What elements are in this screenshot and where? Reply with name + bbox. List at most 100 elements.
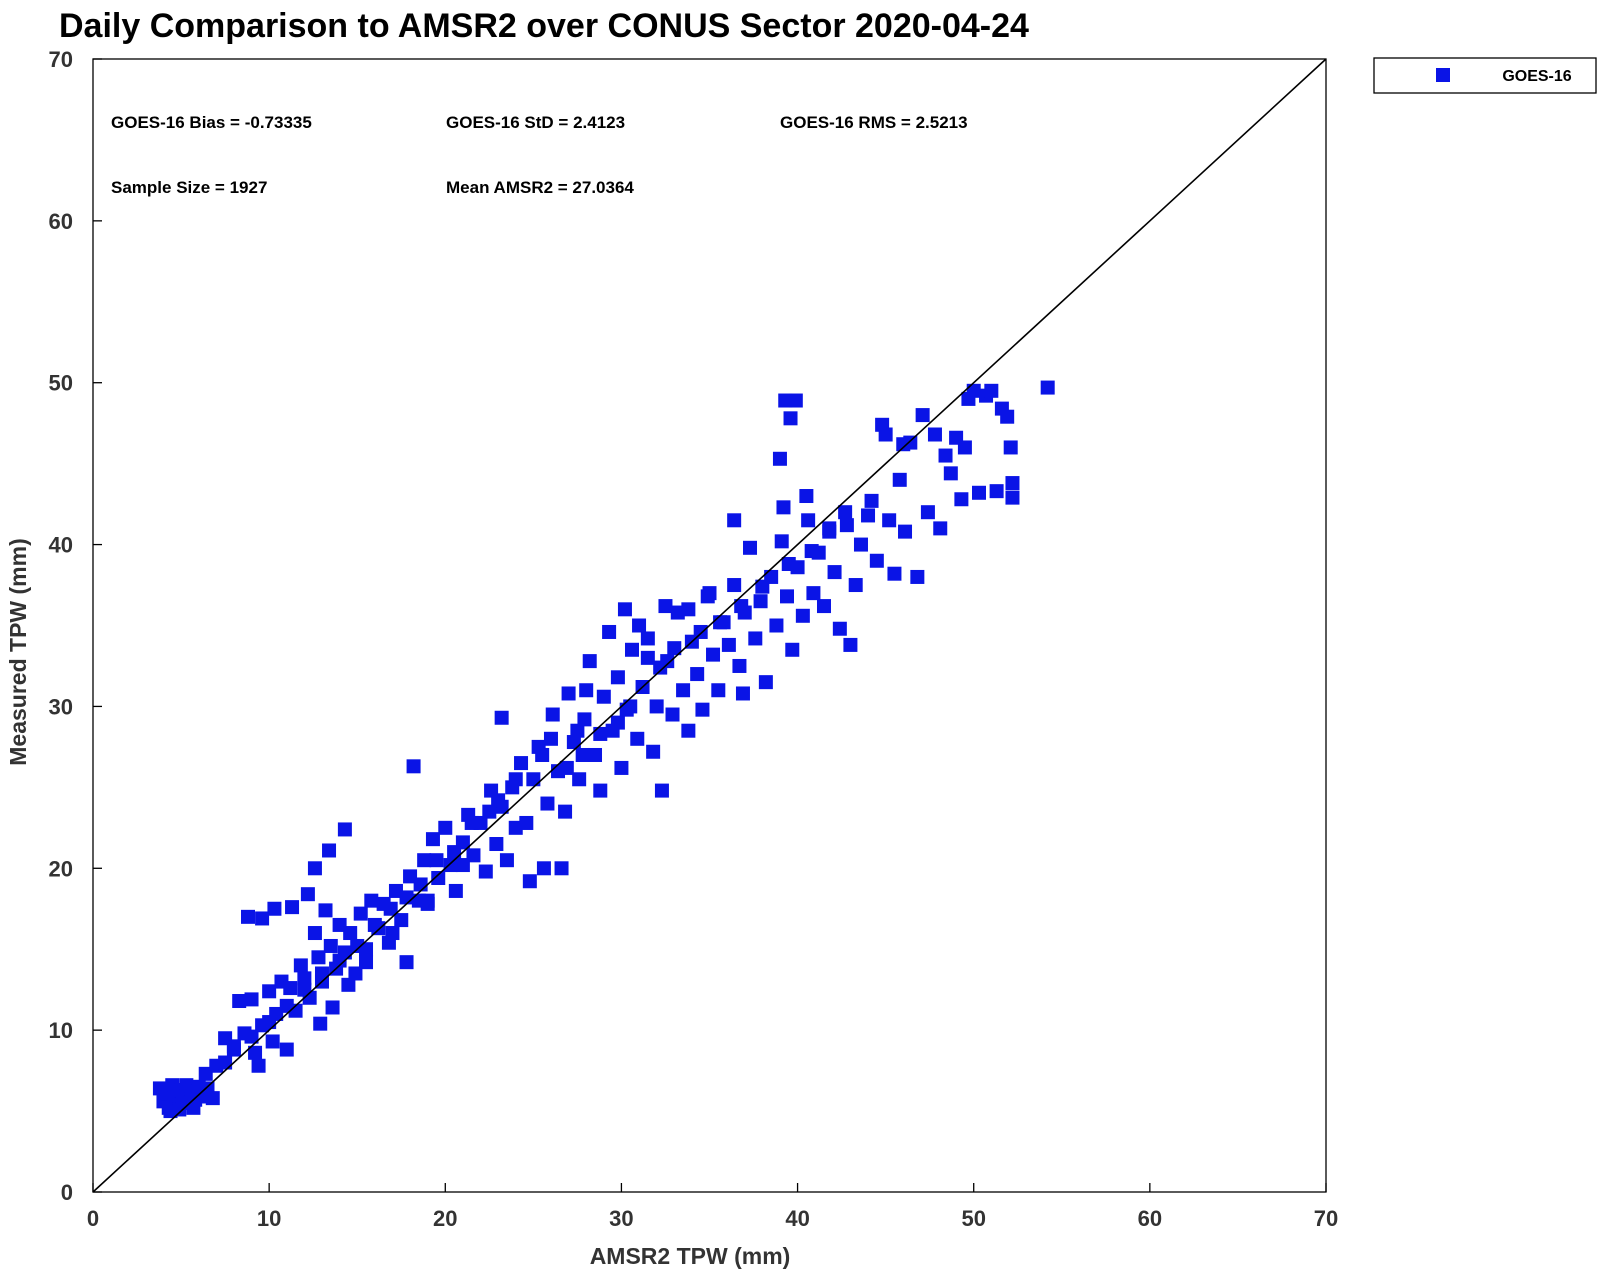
data-point (536, 861, 551, 876)
data-point (624, 642, 639, 657)
data-point (218, 1055, 233, 1070)
data-point (262, 1015, 277, 1030)
y-tick-label: 30 (49, 694, 73, 719)
data-point (307, 861, 322, 876)
data-point (984, 383, 999, 398)
data-point (632, 618, 647, 633)
data-point (743, 540, 758, 555)
data-point (575, 747, 590, 762)
data-point (654, 783, 669, 798)
data-point (307, 926, 322, 941)
y-tick-label: 40 (49, 533, 73, 558)
x-tick-label: 60 (1138, 1206, 1162, 1231)
data-point (535, 747, 550, 762)
data-point (665, 707, 680, 722)
data-point (248, 1045, 263, 1060)
data-point (681, 602, 696, 617)
stat-rms: GOES-16 RMS = 2.5213 (780, 113, 968, 132)
data-point (448, 883, 463, 898)
data-point (623, 699, 638, 714)
data-point (399, 955, 414, 970)
data-point (898, 524, 913, 539)
data-point (508, 772, 523, 787)
data-point (596, 689, 611, 704)
data-point (966, 383, 981, 398)
data-point (198, 1066, 213, 1081)
data-point (394, 913, 409, 928)
data-point (332, 953, 347, 968)
data-point (681, 723, 696, 738)
data-point (455, 858, 470, 873)
data-point (519, 815, 534, 830)
data-point (566, 735, 581, 750)
data-point (540, 796, 555, 811)
data-point (244, 992, 259, 1007)
data-point (734, 599, 749, 614)
data-point (482, 804, 497, 819)
data-point (799, 489, 814, 504)
data-point (579, 683, 594, 698)
data-point (359, 955, 374, 970)
data-point (676, 683, 691, 698)
data-point (822, 521, 837, 536)
data-point (910, 569, 925, 584)
data-point (781, 556, 796, 571)
stat-bias: GOES-16 Bias = -0.73335 (111, 113, 312, 132)
data-point (559, 760, 574, 775)
data-point (554, 861, 569, 876)
data-point (350, 938, 365, 953)
data-point (353, 906, 368, 921)
data-point (348, 966, 363, 981)
data-point (570, 723, 585, 738)
data-point (610, 670, 625, 685)
data-point (447, 845, 462, 860)
y-tick-label: 60 (49, 209, 73, 234)
data-point (383, 901, 398, 916)
data-point (954, 492, 969, 507)
data-point (311, 950, 326, 965)
data-point (325, 1000, 340, 1015)
data-point (806, 586, 821, 601)
data-point (478, 864, 493, 879)
y-axis-title: Measured TPW (mm) (5, 538, 31, 765)
data-point (279, 1042, 294, 1057)
data-point (403, 869, 418, 884)
x-tick-label: 0 (87, 1206, 99, 1231)
data-point (653, 660, 668, 675)
data-point (494, 710, 509, 725)
data-point (887, 566, 902, 581)
data-point (938, 448, 953, 463)
data-point (399, 890, 414, 905)
data-point (667, 641, 682, 656)
data-point (915, 408, 930, 423)
data-point (670, 605, 685, 620)
data-point (1000, 409, 1015, 424)
data-point (780, 589, 795, 604)
data-point (711, 683, 726, 698)
data-point (417, 853, 432, 868)
y-tick-label: 70 (49, 47, 73, 72)
data-point (297, 971, 312, 986)
data-point (241, 909, 256, 924)
data-point (827, 565, 842, 580)
data-point (649, 699, 664, 714)
data-point (630, 731, 645, 746)
data-point (508, 820, 523, 835)
data-point (774, 534, 789, 549)
data-point (878, 427, 893, 442)
data-point (323, 938, 338, 953)
data-point (778, 393, 793, 408)
data-point (251, 1058, 266, 1073)
stat-sample-size: Sample Size = 1927 (111, 178, 267, 197)
data-point (172, 1102, 187, 1117)
data-point (816, 599, 831, 614)
data-point (593, 783, 608, 798)
data-point (285, 900, 300, 915)
data-point (727, 513, 742, 528)
data-point (727, 578, 742, 593)
data-point (646, 744, 661, 759)
data-point (706, 647, 721, 662)
x-tick-label: 30 (609, 1206, 633, 1231)
x-axis-title: AMSR2 TPW (mm) (590, 1243, 791, 1269)
